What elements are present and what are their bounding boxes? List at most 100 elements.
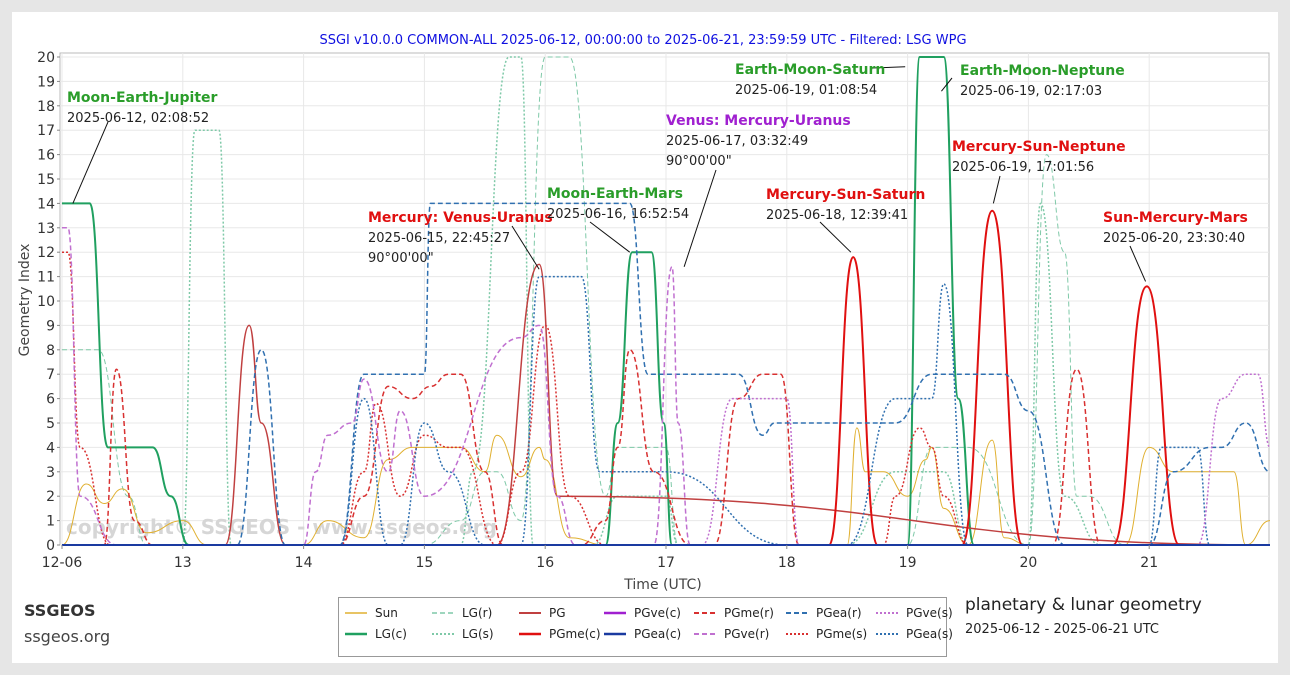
legend-label: PGve(s): [906, 606, 953, 620]
legend-label: PGme(s): [816, 627, 868, 641]
x-tick-label: 16: [536, 555, 554, 571]
y-tick-label: 12: [37, 245, 55, 261]
y-tick-label: 14: [37, 196, 55, 212]
y-tick-label: 10: [37, 294, 55, 310]
annotation-title: Mercury: Venus-Uranus: [368, 210, 553, 226]
legend-item-pgve-r-: PGve(r): [694, 627, 769, 641]
legend-item-pgea-r-: PGea(r): [786, 606, 862, 620]
annotation-leader: [871, 66, 906, 69]
series-line-pgea-s-: [61, 275, 1270, 546]
legend-swatch: [694, 612, 716, 614]
legend-item-pgve-s-: PGve(s): [876, 606, 953, 620]
x-tick-label: 21: [1140, 555, 1158, 571]
x-tick-label: 15: [415, 555, 433, 571]
legend-item-pgme-c-: PGme(c): [519, 627, 601, 641]
y-tick-label: 2: [46, 489, 55, 505]
legend-label: PGea(r): [816, 606, 862, 620]
y-tick-label: 4: [46, 440, 55, 456]
y-tick-label: 11: [37, 270, 55, 286]
y-tick-label: 15: [37, 172, 55, 188]
legend-swatch: [604, 632, 626, 636]
annotation-detail: 2025-06-16, 16:52:54: [547, 207, 689, 222]
y-tick-label: 20: [37, 50, 55, 66]
legend-item-pgme-r-: PGme(r): [694, 606, 774, 620]
x-tick-label: 13: [174, 555, 192, 571]
series-line-lg-c-: [62, 56, 1270, 547]
y-tick-label: 0: [46, 538, 55, 554]
legend-label: PGve(c): [634, 606, 681, 620]
annotation-detail: 2025-06-19, 17:01:56: [952, 160, 1094, 175]
y-tick-label: 3: [46, 465, 55, 481]
legend-swatch: [786, 633, 808, 635]
legend-label: PGve(r): [724, 627, 770, 641]
y-tick-label: 19: [37, 74, 55, 90]
y-tick-label: 7: [46, 367, 55, 383]
grid: [60, 53, 1269, 546]
series-line-pgme-c-: [61, 209, 1270, 547]
y-tick-label: 9: [46, 318, 55, 334]
annotation-title: Mercury-Sun-Saturn: [766, 187, 925, 203]
annotation-leader: [511, 225, 540, 270]
x-tick-label: 18: [778, 555, 796, 571]
annotation-title: Sun-Mercury-Mars: [1103, 210, 1248, 226]
legend-label: PGme(r): [724, 606, 774, 620]
legend-swatch: [432, 633, 454, 635]
legend-label: Sun: [375, 606, 398, 620]
legend-label: LG(s): [462, 627, 494, 641]
annotation-detail: 90°00'00": [368, 251, 434, 266]
legend-item-pgme-s-: PGme(s): [786, 627, 867, 641]
legend-item-lg-s-: LG(s): [432, 627, 494, 641]
legend-item-pg: PG: [519, 606, 566, 620]
y-tick-label: 6: [46, 392, 55, 408]
annotation-leader: [589, 221, 631, 253]
legend-label: LG(c): [375, 627, 407, 641]
legend-swatch: [604, 611, 626, 615]
annotation-title: Venus: Mercury-Uranus: [666, 113, 851, 129]
annotation-detail: 2025-06-19, 02:17:03: [960, 84, 1102, 99]
legend-item-pgve-c-: PGve(c): [604, 606, 681, 620]
annotation-detail: 2025-06-20, 23:30:40: [1103, 231, 1245, 246]
annotation-detail: 2025-06-12, 02:08:52: [67, 111, 209, 126]
y-tick-label: 16: [37, 148, 55, 164]
annotation-leader: [1129, 245, 1147, 282]
annotation-detail: 2025-06-17, 03:32:49: [666, 134, 808, 149]
annotation-leader: [819, 221, 852, 253]
brand-name: SSGEOS: [24, 601, 96, 620]
annotation-leader: [683, 169, 717, 267]
legend-swatch: [345, 612, 367, 614]
annotations: Moon-Earth-Jupiter 2025-06-12, 02:08:52 Me…: [67, 62, 1248, 282]
chart-title: SSGI v10.0.0 COMMON-ALL 2025-06-12, 00:0…: [319, 33, 966, 48]
x-tick-label: 12-06: [42, 555, 83, 571]
legend-label: PG: [549, 606, 566, 620]
legend-label: PGea(s): [906, 627, 953, 641]
y-tick-label: 18: [37, 99, 55, 115]
annotation-title: Mercury-Sun-Neptune: [952, 139, 1126, 155]
y-tick-label: 17: [37, 123, 55, 139]
legend-swatch: [519, 612, 541, 614]
plot-area: [59, 52, 1270, 546]
annotation-title: Moon-Earth-Mars: [547, 186, 683, 202]
y-axis-label: Geometry Index: [17, 244, 33, 357]
legend-label: PGea(c): [634, 627, 682, 641]
legend-item-pgea-s-: PGea(s): [876, 627, 953, 641]
y-tick-label: 1: [46, 514, 55, 530]
footer-date-range: 2025-06-12 - 2025-06-21 UTC: [965, 622, 1159, 637]
legend-item-lg-r-: LG(r): [432, 606, 492, 620]
x-tick-label: 20: [1019, 555, 1037, 571]
annotation-leader: [941, 77, 953, 92]
annotation-leader: [72, 121, 109, 204]
legend-swatch: [519, 632, 541, 636]
legend-label: LG(r): [462, 606, 493, 620]
legend-swatch: [345, 632, 367, 636]
y-tick-label: 13: [37, 221, 55, 237]
series-layer: [61, 56, 1271, 547]
annotation-title: Moon-Earth-Jupiter: [67, 90, 218, 106]
legend-label: PGme(c): [549, 627, 601, 641]
legend-swatch: [876, 612, 898, 614]
legend-item-lg-c-: LG(c): [345, 627, 407, 641]
annotation-leader: [992, 175, 1001, 204]
legend-swatch: [694, 633, 716, 635]
x-axis-label: Time (UTC): [623, 577, 701, 593]
